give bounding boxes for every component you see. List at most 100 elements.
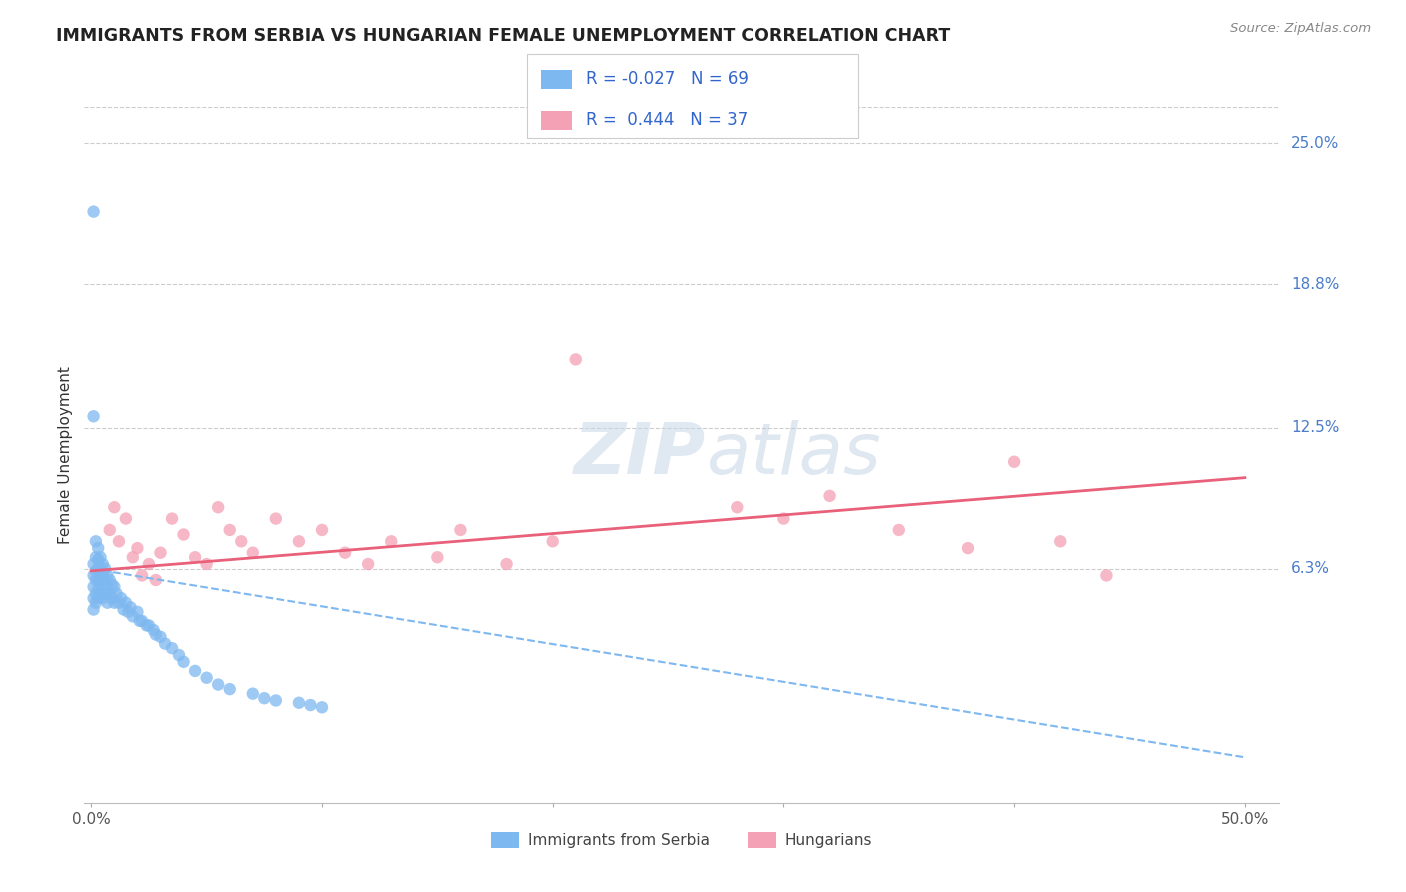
Point [83, 409, 105, 424]
Point [89, 550, 111, 565]
Text: 6.3%: 6.3% [1291, 561, 1330, 576]
Point [91, 577, 114, 591]
Point [218, 682, 240, 697]
Point [98, 586, 121, 600]
Point [84, 564, 107, 578]
Point [83, 591, 105, 606]
Point [887, 523, 910, 537]
Point [127, 605, 149, 619]
Point [138, 557, 160, 571]
Point [131, 614, 153, 628]
Point [264, 511, 287, 525]
Point [131, 568, 153, 582]
Point [120, 600, 142, 615]
Text: atlas: atlas [706, 420, 880, 490]
Text: 25.0%: 25.0% [1291, 136, 1340, 151]
Point [91, 568, 114, 582]
Point [84, 573, 107, 587]
Point [112, 602, 135, 616]
Point [167, 648, 190, 662]
Point [83, 204, 105, 219]
Point [357, 557, 380, 571]
Point [83, 580, 105, 594]
Text: Source: ZipAtlas.com: Source: ZipAtlas.com [1230, 22, 1371, 36]
Point [184, 550, 207, 565]
Point [98, 523, 121, 537]
Legend: Immigrants from Serbia, Hungarians: Immigrants from Serbia, Hungarians [485, 826, 879, 855]
Point [115, 596, 138, 610]
Point [84, 586, 107, 600]
Point [333, 546, 356, 560]
Point [173, 527, 195, 541]
Point [83, 602, 105, 616]
Text: 12.5%: 12.5% [1291, 420, 1340, 435]
Point [115, 511, 138, 525]
Point [91, 557, 114, 571]
Point [207, 677, 229, 691]
Point [207, 500, 229, 515]
Point [818, 489, 841, 503]
Point [149, 546, 172, 560]
Point [110, 591, 132, 606]
Text: R = -0.027   N = 69: R = -0.027 N = 69 [586, 70, 749, 88]
Point [87, 561, 110, 575]
Point [127, 541, 149, 556]
Text: 18.8%: 18.8% [1291, 277, 1340, 292]
Point [84, 534, 107, 549]
Text: ZIP: ZIP [574, 420, 706, 490]
Point [84, 596, 107, 610]
Y-axis label: Female Unemployment: Female Unemployment [58, 366, 73, 544]
Point [98, 573, 121, 587]
Point [84, 550, 107, 565]
Point [103, 580, 125, 594]
Text: R =  0.444   N = 37: R = 0.444 N = 37 [586, 111, 748, 128]
Point [149, 630, 172, 644]
Point [153, 637, 176, 651]
Point [117, 605, 139, 619]
Point [288, 696, 311, 710]
Point [1095, 568, 1118, 582]
Point [311, 700, 333, 714]
Point [184, 664, 207, 678]
Point [108, 596, 131, 610]
Point [128, 614, 150, 628]
Point [541, 534, 564, 549]
Point [96, 580, 118, 594]
Point [108, 534, 131, 549]
Point [121, 609, 143, 624]
Point [772, 511, 794, 525]
Point [94, 573, 117, 587]
Point [380, 534, 402, 549]
Point [89, 586, 111, 600]
Point [142, 623, 165, 637]
Point [242, 687, 264, 701]
Point [87, 552, 110, 566]
Point [101, 591, 124, 606]
Text: IMMIGRANTS FROM SERBIA VS HUNGARIAN FEMALE UNEMPLOYMENT CORRELATION CHART: IMMIGRANTS FROM SERBIA VS HUNGARIAN FEMA… [56, 27, 950, 45]
Point [87, 582, 110, 596]
Point [89, 561, 111, 575]
Point [105, 586, 128, 600]
Point [87, 573, 110, 587]
Point [145, 573, 167, 587]
Point [173, 655, 195, 669]
Point [87, 541, 110, 556]
Point [135, 618, 157, 632]
Point [725, 500, 748, 515]
Point [1049, 534, 1071, 549]
Point [253, 691, 276, 706]
Point [449, 523, 471, 537]
Point [160, 511, 183, 525]
Point [495, 557, 517, 571]
Point [94, 561, 117, 575]
Point [96, 596, 118, 610]
Point [83, 568, 105, 582]
Point [87, 591, 110, 606]
Point [299, 698, 322, 712]
Point [121, 550, 143, 565]
Point [195, 671, 218, 685]
Point [231, 534, 253, 549]
Point [83, 557, 105, 571]
Point [138, 618, 160, 632]
Point [426, 550, 449, 565]
